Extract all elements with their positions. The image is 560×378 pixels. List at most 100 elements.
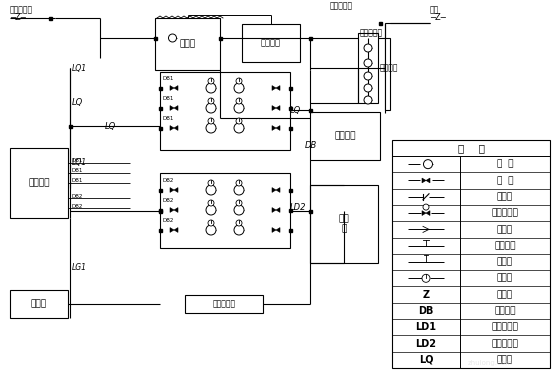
Circle shape [208, 98, 214, 104]
Circle shape [236, 220, 242, 226]
Text: 自来水补水: 自来水补水 [10, 6, 33, 14]
Text: 定压补水: 定压补水 [494, 307, 516, 315]
Circle shape [208, 200, 214, 206]
Polygon shape [174, 187, 178, 192]
Polygon shape [272, 208, 276, 212]
Circle shape [423, 160, 432, 169]
Circle shape [208, 78, 214, 84]
Text: 温度计: 温度计 [497, 257, 513, 266]
Text: DB2: DB2 [72, 203, 83, 209]
Text: 水流开关: 水流开关 [494, 241, 516, 250]
Text: LD2: LD2 [290, 203, 306, 212]
Bar [242, 24, 300, 62]
Circle shape [208, 180, 214, 186]
Circle shape [234, 225, 244, 235]
Bar [392, 140, 550, 368]
Bar [158, 87, 161, 90]
Bar [160, 173, 290, 248]
Circle shape [234, 103, 244, 113]
Bar [158, 189, 161, 192]
Polygon shape [174, 228, 178, 232]
Text: LQ: LQ [419, 355, 433, 365]
Text: DB1: DB1 [72, 178, 83, 183]
Text: ─Z─: ─Z─ [430, 14, 446, 23]
Bar [158, 209, 161, 212]
Text: 止回阀: 止回阀 [497, 192, 513, 201]
Circle shape [206, 225, 216, 235]
Polygon shape [272, 85, 276, 90]
Text: 膨胀水箱: 膨胀水箱 [261, 39, 281, 48]
Text: DB1: DB1 [162, 96, 174, 101]
Text: 软化水装置: 软化水装置 [360, 28, 383, 37]
Polygon shape [426, 178, 430, 183]
Bar [218, 37, 222, 39]
Polygon shape [174, 208, 178, 212]
Text: 压力表: 压力表 [497, 274, 513, 283]
Polygon shape [174, 85, 178, 90]
Text: LQ: LQ [72, 99, 83, 107]
Circle shape [236, 98, 242, 104]
Circle shape [364, 72, 372, 80]
Polygon shape [276, 105, 280, 110]
Text: 自来水: 自来水 [497, 290, 513, 299]
Polygon shape [170, 187, 174, 192]
Text: DB2: DB2 [162, 197, 174, 203]
Circle shape [208, 118, 214, 124]
Bar [309, 37, 311, 39]
Circle shape [236, 180, 242, 186]
Bar [158, 107, 161, 110]
Bar [160, 72, 290, 150]
Text: LQ1: LQ1 [72, 64, 87, 73]
Bar [310, 185, 378, 263]
Bar [158, 127, 161, 130]
Circle shape [206, 123, 216, 133]
Bar [310, 112, 380, 160]
Text: Z: Z [422, 290, 430, 300]
Polygon shape [170, 125, 174, 130]
Circle shape [236, 78, 242, 84]
Text: LG1: LG1 [72, 263, 87, 273]
Bar [185, 295, 263, 313]
Text: 软化水装置: 软化水装置 [330, 2, 353, 11]
Text: LQ: LQ [105, 121, 116, 130]
Circle shape [206, 83, 216, 93]
Text: 压差控制器: 压差控制器 [212, 299, 236, 308]
Text: DB2: DB2 [162, 178, 174, 183]
Text: DB2: DB2 [162, 217, 174, 223]
Circle shape [169, 34, 176, 42]
Circle shape [236, 200, 242, 206]
Text: 水处理器: 水处理器 [380, 64, 399, 73]
Text: DB2: DB2 [72, 194, 83, 198]
Text: 冲塔水回水: 冲塔水回水 [492, 339, 519, 348]
Bar [309, 108, 311, 112]
Bar [309, 209, 311, 212]
Circle shape [364, 59, 372, 67]
Text: DB1: DB1 [72, 169, 83, 174]
Text: 冷机水: 冷机水 [497, 355, 513, 364]
Text: DB: DB [305, 141, 318, 150]
Polygon shape [276, 125, 280, 130]
Bar [49, 17, 52, 20]
Text: 图    例: 图 例 [458, 143, 484, 153]
Text: 水  泵: 水 泵 [497, 160, 514, 169]
Polygon shape [426, 211, 430, 215]
Text: DB: DB [418, 306, 433, 316]
Polygon shape [276, 208, 280, 212]
Polygon shape [174, 125, 178, 130]
Bar [385, 38, 390, 110]
Polygon shape [170, 85, 174, 90]
Polygon shape [422, 178, 426, 183]
Bar [288, 87, 292, 90]
Polygon shape [272, 125, 276, 130]
Text: DB1: DB1 [72, 158, 83, 164]
Bar [288, 107, 292, 110]
Circle shape [422, 274, 430, 282]
Polygon shape [170, 228, 174, 232]
Text: 冲塔水供水: 冲塔水供水 [492, 323, 519, 332]
Text: LD2: LD2 [416, 339, 436, 349]
Bar [358, 33, 378, 103]
Polygon shape [170, 105, 174, 110]
Circle shape [206, 185, 216, 195]
Circle shape [234, 185, 244, 195]
Text: 软化水箱: 软化水箱 [334, 132, 356, 141]
